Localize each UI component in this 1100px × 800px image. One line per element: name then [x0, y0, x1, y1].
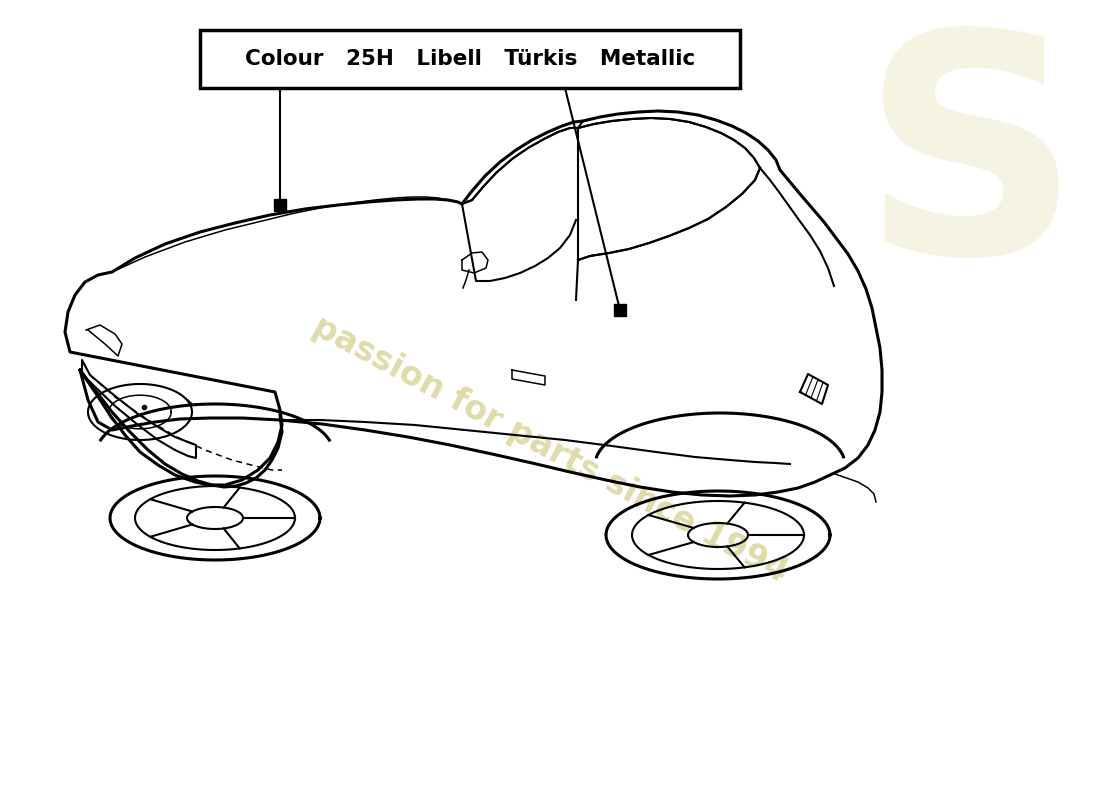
Text: S: S	[860, 22, 1080, 318]
Text: passion for parts since 1994: passion for parts since 1994	[307, 310, 793, 590]
Text: Colour   25H   Libell   Türkis   Metallic: Colour 25H Libell Türkis Metallic	[245, 49, 695, 69]
Bar	[200, 30, 740, 88]
